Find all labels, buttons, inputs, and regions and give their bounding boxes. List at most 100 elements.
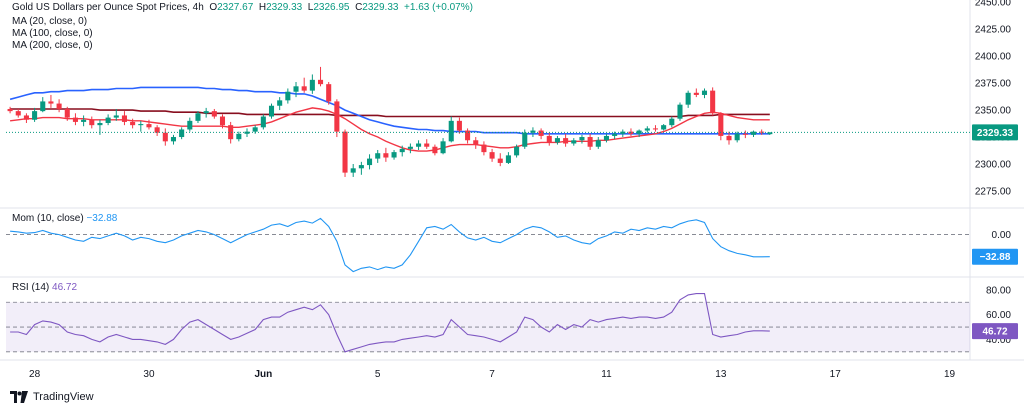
candle-body bbox=[301, 86, 307, 91]
momentum-label: Mom (10, close) bbox=[12, 213, 84, 224]
ohlc-change: +1.63 (+0.07%) bbox=[404, 2, 473, 13]
candle bbox=[603, 133, 609, 143]
candle bbox=[285, 88, 291, 104]
candle bbox=[448, 116, 454, 143]
candle bbox=[358, 161, 364, 175]
last-price-label: 2329.33 bbox=[977, 128, 1014, 139]
candle-body bbox=[32, 111, 38, 120]
rsi-line bbox=[10, 293, 770, 353]
candle bbox=[481, 141, 487, 156]
ohlc-high: H2329.33 bbox=[258, 2, 303, 13]
time-tick-label: 7 bbox=[489, 369, 495, 380]
candle bbox=[187, 117, 193, 132]
candle bbox=[399, 145, 405, 157]
candle-body bbox=[440, 141, 446, 154]
candle bbox=[391, 149, 397, 160]
candle-body bbox=[358, 165, 364, 169]
candle bbox=[72, 113, 78, 126]
candle bbox=[579, 134, 585, 144]
candle-body bbox=[710, 90, 716, 114]
price-tick-label: 2275.00 bbox=[975, 186, 1012, 197]
candle-body bbox=[130, 121, 136, 126]
candle bbox=[587, 133, 593, 150]
candle bbox=[514, 144, 520, 158]
ohlc-low: L2326.95 bbox=[307, 2, 350, 13]
candle-body bbox=[350, 168, 356, 173]
candle-body bbox=[432, 146, 438, 154]
candle-body bbox=[734, 133, 740, 141]
candle bbox=[661, 124, 667, 131]
candle-body bbox=[603, 135, 609, 141]
tradingview-label: TradingView bbox=[33, 391, 94, 403]
candle bbox=[375, 149, 381, 163]
candle-body bbox=[146, 124, 152, 128]
price-legend: Gold US Dollars per Ounce Spot Prices, 4… bbox=[12, 2, 473, 14]
ma200-legend[interactable]: MA (200, close, 0) bbox=[12, 40, 93, 51]
candle bbox=[685, 90, 691, 108]
candle bbox=[326, 82, 332, 105]
candle-body bbox=[701, 90, 708, 95]
candle-body bbox=[693, 92, 699, 95]
candle-body bbox=[481, 144, 487, 153]
candle-body bbox=[7, 108, 13, 112]
candle-body bbox=[391, 152, 397, 158]
candle-body bbox=[473, 140, 479, 145]
tradingview-logo[interactable]: TradingView bbox=[10, 391, 94, 403]
candle-body bbox=[293, 86, 299, 92]
candle-body bbox=[170, 137, 177, 142]
rsi-tick-label: 60.00 bbox=[986, 310, 1011, 321]
candle bbox=[40, 97, 46, 113]
candle-body bbox=[669, 118, 675, 126]
price-tick-label: 2350.00 bbox=[975, 106, 1012, 117]
time-tick-label: 30 bbox=[143, 369, 155, 380]
rsi-legend[interactable]: RSI (14) 46.72 bbox=[12, 282, 77, 294]
candle-body bbox=[530, 130, 536, 133]
candle-body bbox=[718, 113, 724, 136]
momentum-line bbox=[10, 217, 770, 273]
candle bbox=[170, 134, 177, 145]
candle-body bbox=[334, 101, 340, 132]
candle-body bbox=[113, 115, 119, 118]
rsi-tick-label: 80.00 bbox=[986, 285, 1011, 296]
candle-body bbox=[277, 100, 283, 106]
candle bbox=[195, 111, 201, 123]
candle-body bbox=[367, 158, 373, 166]
momentum-legend[interactable]: Mom (10, close) −32.88 bbox=[12, 213, 117, 225]
candle-body bbox=[489, 152, 495, 159]
candle bbox=[489, 148, 495, 162]
rsi-label: RSI (14) bbox=[12, 282, 50, 293]
candle-body bbox=[563, 138, 569, 144]
candle-body bbox=[285, 91, 291, 101]
candle bbox=[497, 153, 503, 167]
rsi-value-tag bbox=[972, 323, 1018, 340]
candle-body bbox=[726, 135, 732, 141]
candle bbox=[293, 82, 299, 98]
candle-body bbox=[219, 116, 226, 126]
candle-body bbox=[48, 101, 54, 104]
candle bbox=[89, 116, 95, 129]
candle-body bbox=[554, 138, 560, 143]
candle bbox=[350, 164, 356, 177]
candle bbox=[260, 114, 266, 130]
candle bbox=[56, 99, 62, 113]
ma20-legend[interactable]: MA (20, close, 0) bbox=[12, 16, 88, 27]
candle bbox=[113, 108, 119, 121]
candle-body bbox=[40, 101, 46, 112]
candle-body bbox=[416, 143, 422, 147]
ma100-legend[interactable]: MA (100, close, 0) bbox=[12, 28, 93, 39]
candle bbox=[759, 129, 765, 135]
candle-body bbox=[15, 111, 21, 116]
candle-body bbox=[105, 117, 111, 123]
candle bbox=[138, 120, 144, 132]
candle-body bbox=[677, 104, 683, 119]
candle-body bbox=[236, 133, 242, 140]
candle bbox=[228, 121, 234, 144]
candle bbox=[48, 94, 54, 108]
candle bbox=[554, 135, 560, 145]
candle bbox=[473, 137, 479, 149]
time-tick-label: 28 bbox=[29, 369, 41, 380]
candle-body bbox=[546, 135, 552, 143]
candle-body bbox=[260, 116, 266, 128]
candle-body bbox=[522, 132, 528, 147]
